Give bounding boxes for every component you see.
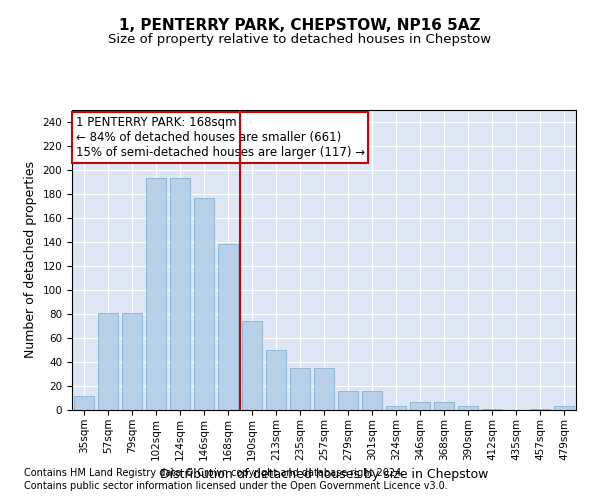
Bar — [266, 350, 286, 410]
Bar — [338, 391, 358, 410]
Bar — [146, 178, 166, 410]
Bar — [170, 178, 190, 410]
Bar — [290, 368, 310, 410]
Bar — [434, 402, 454, 410]
Bar — [530, 409, 550, 410]
Text: 1 PENTERRY PARK: 168sqm
← 84% of detached houses are smaller (661)
15% of semi-d: 1 PENTERRY PARK: 168sqm ← 84% of detache… — [76, 116, 365, 159]
Bar — [194, 198, 214, 410]
Text: Contains HM Land Registry data © Crown copyright and database right 2024.: Contains HM Land Registry data © Crown c… — [24, 468, 404, 477]
Bar — [74, 396, 94, 410]
Bar — [218, 244, 238, 410]
Bar — [122, 313, 142, 410]
Text: Contains public sector information licensed under the Open Government Licence v3: Contains public sector information licen… — [24, 481, 448, 491]
Y-axis label: Number of detached properties: Number of detached properties — [24, 162, 37, 358]
Bar — [242, 321, 262, 410]
Bar — [554, 406, 574, 410]
Bar — [314, 368, 334, 410]
Bar — [386, 406, 406, 410]
Text: Size of property relative to detached houses in Chepstow: Size of property relative to detached ho… — [109, 32, 491, 46]
X-axis label: Distribution of detached houses by size in Chepstow: Distribution of detached houses by size … — [160, 468, 488, 481]
Text: 1, PENTERRY PARK, CHEPSTOW, NP16 5AZ: 1, PENTERRY PARK, CHEPSTOW, NP16 5AZ — [119, 18, 481, 32]
Bar — [362, 391, 382, 410]
Bar — [458, 406, 478, 410]
Bar — [410, 402, 430, 410]
Bar — [482, 409, 502, 410]
Bar — [98, 313, 118, 410]
